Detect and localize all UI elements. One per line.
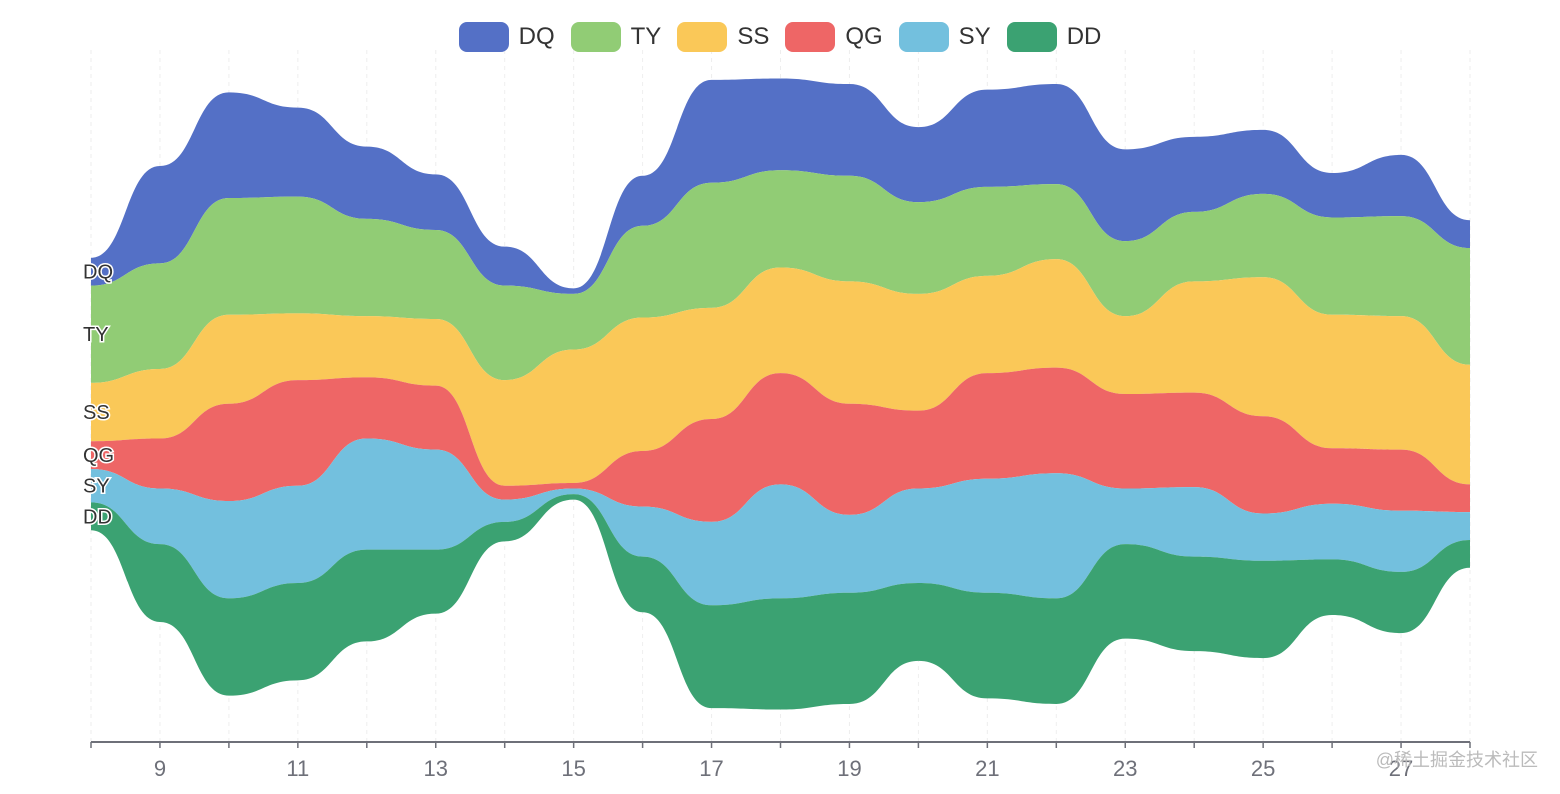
legend-swatch (898, 22, 949, 52)
legend-swatch (458, 22, 509, 52)
x-tick-label: 25 (1251, 756, 1275, 781)
legend-label: SS (737, 23, 770, 50)
river-layer-ty[interactable] (91, 170, 1470, 383)
legend-item-ty[interactable]: TY (570, 22, 662, 52)
x-tick-label: 11 (286, 756, 309, 781)
legend-swatch (785, 22, 836, 52)
series-label-ty: TY (83, 324, 109, 346)
river-layers (91, 78, 1470, 710)
series-label-qg: QG (83, 445, 114, 467)
x-tick-label: 15 (561, 756, 585, 781)
x-axis: 9 11 13 15 17 19 21 23 25 27 (90, 741, 1471, 781)
legend-swatch (570, 22, 621, 52)
river-layer-qg[interactable] (91, 367, 1470, 522)
x-tick-label: 19 (837, 756, 861, 781)
x-tick-label: 9 (154, 756, 166, 781)
legend-label: DD (1066, 23, 1102, 50)
series-label-ss: SS (83, 402, 110, 424)
series-label-dd: DD (83, 506, 112, 528)
river-layer-dq[interactable] (91, 78, 1470, 294)
legend-label: QG (845, 23, 883, 50)
legend-swatch (1006, 22, 1057, 52)
watermark: @稀土掘金技术社区 (1375, 750, 1538, 770)
legend-item-dq[interactable]: DQ (458, 22, 555, 52)
legend-swatch (677, 22, 728, 52)
x-tick-label: 21 (975, 756, 999, 781)
legend-item-qg[interactable]: QG (785, 22, 883, 52)
legend-item-dd[interactable]: DD (1006, 22, 1102, 52)
legend-label: TY (630, 23, 662, 50)
x-tick-label: 27 (1389, 756, 1413, 781)
legend: DQ TY SS QG SY DD (0, 22, 1560, 52)
legend-item-ss[interactable]: SS (677, 22, 769, 52)
legend-label: SY (958, 23, 991, 50)
river-layer-sy[interactable] (91, 438, 1470, 606)
river-layer-ss[interactable] (91, 259, 1470, 486)
x-tick-label: 13 (424, 756, 448, 781)
x-tick-label: 17 (699, 756, 723, 781)
legend-label: DQ (518, 23, 555, 50)
x-tick-label: 23 (1113, 756, 1137, 781)
series-label-sy: SY (83, 476, 110, 498)
series-labels: DQ TY SS QG SY DD (82, 260, 116, 530)
river-layer-dd[interactable] (91, 494, 1470, 710)
series-label-dq: DQ (83, 262, 113, 284)
legend-item-sy[interactable]: SY (898, 22, 991, 52)
